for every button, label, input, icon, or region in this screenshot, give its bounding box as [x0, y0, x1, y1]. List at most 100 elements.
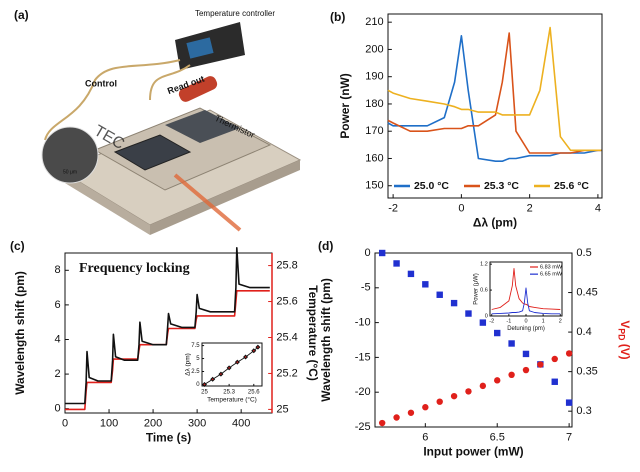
x-tick-label: 2 [559, 319, 562, 325]
x-axis-label: Detuning (pm) [507, 326, 545, 332]
y2-tick-label: 0.45 [576, 286, 597, 298]
x-tick-label: 100 [100, 417, 118, 429]
y-tick-label: 7.5 [191, 343, 200, 349]
marker [508, 340, 515, 347]
x-tick-label: 6 [422, 431, 428, 443]
marker [508, 371, 515, 378]
marker [565, 350, 573, 357]
panel-label: (a) [14, 8, 29, 22]
x-tick-label: 25 [201, 389, 208, 395]
legend-label: 25.3 °C [484, 181, 519, 192]
y2-tick-label: 0.3 [576, 405, 591, 417]
scale-bar-label: 50 μm [63, 169, 77, 175]
marker [218, 371, 224, 377]
marker [565, 399, 573, 406]
marker [378, 249, 386, 257]
plate-side [60, 170, 150, 235]
plot-frame [374, 252, 573, 428]
x-tick-label: 200 [144, 417, 162, 429]
y-tick-label: 170 [365, 125, 383, 137]
series-line [387, 26, 602, 152]
x-tick-label: 7 [566, 431, 572, 443]
marker [243, 354, 249, 360]
y2-tick-label: 0.35 [576, 366, 597, 378]
marker [494, 329, 501, 337]
y-tick-label: -5 [361, 282, 371, 294]
y-tick-label: 2.5 [191, 369, 200, 375]
x-tick-label: 6.5 [490, 431, 505, 443]
marker [494, 377, 501, 384]
x-tick-label: 1 [542, 319, 545, 325]
marker [522, 366, 530, 374]
y-tick-label: -20 [355, 386, 371, 398]
x-tick-label: 25.6 [248, 389, 260, 395]
y-tick-label: 180 [365, 98, 383, 110]
panel-label: (d) [318, 239, 333, 253]
x-tick-label: -2 [388, 202, 398, 214]
marker [465, 388, 472, 395]
thermistor [178, 76, 218, 102]
plate-side [150, 160, 300, 235]
panel-a: (a) Temperature controller Control Read … [14, 8, 302, 235]
marker [393, 260, 400, 267]
y-tick-label: 190 [365, 71, 383, 83]
x-tick-label: 25.3 [223, 389, 235, 395]
y-axis-label: Wavelength shift (pm) [13, 271, 27, 395]
legend-label: 6.65 mW [540, 272, 563, 278]
marker [393, 414, 400, 421]
y2-tick-label: 25.2 [276, 367, 297, 379]
y-tick-label: 200 [365, 43, 383, 55]
y2-axis-label: VPD (V) [616, 320, 631, 359]
marker [226, 365, 232, 371]
y-tick-label: 2 [54, 368, 60, 380]
y2-tick-label: 0.5 [576, 247, 591, 259]
marker [450, 392, 458, 400]
marker [251, 348, 257, 354]
y-tick-label: 0.6 [480, 288, 488, 294]
x-tick-label: 0 [458, 202, 464, 214]
series-line [65, 247, 270, 405]
y2-tick-label: 25.8 [276, 259, 297, 271]
x-axis-label: Temperature (°C) [207, 396, 257, 404]
x-axis-label: Time (s) [146, 430, 191, 444]
marker [450, 299, 458, 307]
panel-label: (c) [10, 239, 25, 253]
label-part: PD [616, 328, 626, 340]
legend-label: 25.6 °C [554, 181, 589, 192]
marker [422, 404, 429, 411]
y2-tick-label: 25 [276, 403, 288, 415]
plot-frame [387, 13, 603, 199]
y-axis-label: Power (nW) [338, 73, 352, 138]
legend-label: 25.0 °C [414, 181, 449, 192]
marker [201, 381, 207, 387]
marker [210, 376, 216, 382]
plot-frame [201, 342, 263, 387]
x-tick-label: 2 [527, 202, 533, 214]
laser-fiber [173, 173, 242, 232]
y-axis-label: Power (μW) [474, 273, 480, 304]
x-tick-label: -1 [506, 319, 511, 325]
label-part: V [618, 320, 632, 328]
y-tick-label: -15 [355, 351, 371, 363]
legend-label: 6.83 mW [540, 264, 563, 270]
x-tick-label: 0 [524, 319, 527, 325]
marker [255, 344, 261, 350]
y2-tick-label: 0.4 [576, 326, 591, 338]
marker [551, 355, 558, 363]
y-tick-label: 150 [365, 180, 383, 192]
y-tick-label: 6 [54, 299, 60, 311]
y-axis-label: Δλ (pm) [185, 353, 192, 376]
y-tick-label: 1.2 [480, 262, 488, 268]
y-tick-label: 210 [365, 16, 383, 28]
controller-screen [186, 37, 214, 59]
chip [165, 110, 240, 143]
series-line [491, 287, 561, 315]
marker [465, 310, 472, 317]
y2-tick-label: 25.6 [276, 295, 297, 307]
marker [378, 419, 386, 427]
marker [522, 350, 530, 358]
y-tick-label: 4 [54, 333, 60, 345]
series-line [491, 268, 561, 310]
marker [407, 270, 415, 278]
x-tick-label: 400 [232, 417, 250, 429]
